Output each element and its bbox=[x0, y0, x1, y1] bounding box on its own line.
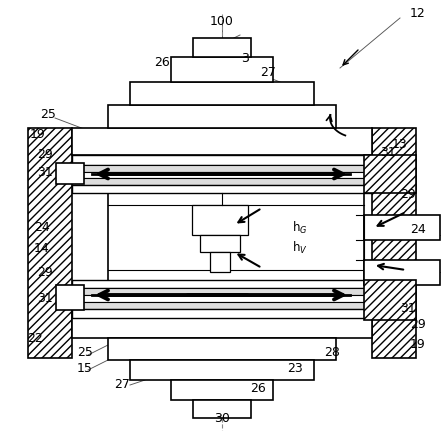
Text: 13: 13 bbox=[392, 139, 408, 151]
Bar bbox=[72, 288, 372, 295]
Bar bbox=[364, 260, 440, 285]
Text: 25: 25 bbox=[77, 345, 93, 358]
Text: 23: 23 bbox=[287, 361, 303, 375]
Text: 26: 26 bbox=[250, 382, 266, 395]
Bar bbox=[171, 57, 273, 82]
Text: 29: 29 bbox=[400, 188, 416, 201]
Bar bbox=[72, 178, 372, 185]
Text: 3: 3 bbox=[241, 51, 249, 65]
Text: 31: 31 bbox=[380, 146, 396, 159]
Bar bbox=[72, 128, 372, 155]
Bar bbox=[72, 310, 372, 338]
Bar bbox=[130, 360, 314, 380]
Bar bbox=[364, 155, 416, 193]
Bar bbox=[56, 163, 84, 184]
Bar bbox=[193, 38, 251, 57]
Text: h$_G$: h$_G$ bbox=[292, 220, 308, 236]
Text: 22: 22 bbox=[27, 331, 43, 344]
Text: 14: 14 bbox=[34, 242, 50, 255]
Bar bbox=[192, 205, 248, 235]
Text: 28: 28 bbox=[324, 345, 340, 358]
Bar bbox=[72, 165, 372, 172]
Text: 31: 31 bbox=[37, 292, 53, 304]
Bar bbox=[72, 185, 372, 193]
Bar bbox=[72, 155, 372, 165]
Text: 12: 12 bbox=[410, 7, 426, 20]
Text: 27: 27 bbox=[114, 378, 130, 392]
Text: 31: 31 bbox=[400, 302, 416, 314]
Bar bbox=[193, 400, 251, 418]
Bar bbox=[72, 302, 372, 309]
Text: 19: 19 bbox=[30, 129, 46, 142]
Bar bbox=[108, 338, 336, 360]
Bar bbox=[364, 280, 416, 320]
Bar bbox=[210, 252, 230, 272]
Bar bbox=[72, 280, 372, 288]
Text: 15: 15 bbox=[77, 361, 93, 375]
Bar bbox=[108, 105, 336, 128]
Text: 29: 29 bbox=[37, 149, 53, 161]
Text: 31: 31 bbox=[37, 166, 53, 178]
Text: 25: 25 bbox=[40, 109, 56, 122]
Bar bbox=[364, 215, 440, 240]
Text: 29: 29 bbox=[37, 266, 53, 279]
Bar bbox=[28, 128, 72, 358]
Text: 100: 100 bbox=[210, 16, 234, 28]
Bar bbox=[171, 380, 273, 400]
Bar bbox=[72, 309, 372, 318]
Text: 24: 24 bbox=[34, 221, 50, 235]
Text: 27: 27 bbox=[260, 65, 276, 78]
Bar bbox=[130, 82, 314, 105]
Text: 19: 19 bbox=[410, 338, 426, 351]
Bar bbox=[72, 295, 372, 302]
Bar bbox=[72, 172, 372, 178]
Text: 29: 29 bbox=[410, 319, 426, 331]
Bar bbox=[56, 285, 84, 310]
Text: h$_V$: h$_V$ bbox=[292, 240, 308, 256]
Text: 26: 26 bbox=[154, 55, 170, 68]
Bar bbox=[200, 235, 240, 252]
Bar bbox=[372, 128, 416, 358]
Text: 24: 24 bbox=[410, 224, 426, 236]
Text: 30: 30 bbox=[214, 412, 230, 425]
Bar bbox=[108, 193, 364, 282]
